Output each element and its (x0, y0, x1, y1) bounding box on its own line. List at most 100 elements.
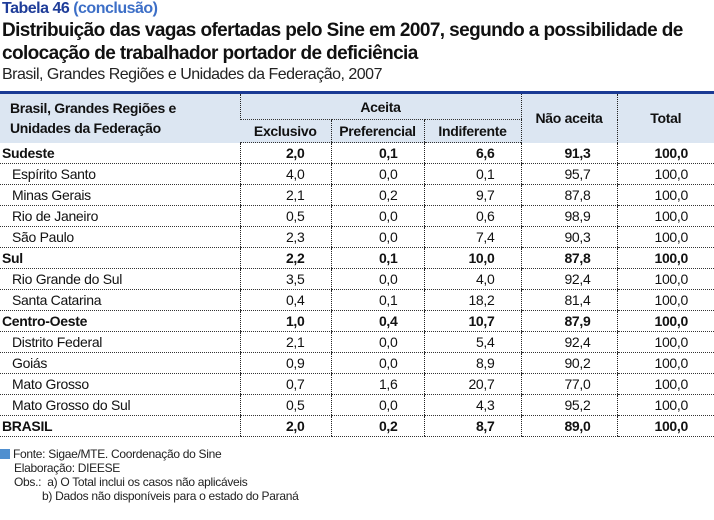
cell-nao-aceita: 90,3 (520, 226, 617, 248)
header-indiferente: Indiferente (423, 119, 521, 143)
cell-exclusivo: 4,0 (239, 163, 331, 185)
cell-preferencial: 0,2 (330, 415, 424, 437)
cell-nao-aceita: 95,2 (520, 394, 617, 416)
row-label: Rio Grande do Sul (0, 268, 240, 290)
row-label: Distrito Federal (0, 331, 240, 353)
header-exclusivo: Exclusivo (240, 119, 331, 143)
cell-nao-aceita: 90,2 (520, 352, 617, 374)
cell-total: 100,0 (616, 184, 714, 206)
cell-indiferente: 5,4 (423, 331, 521, 353)
cell-indiferente: 9,7 (423, 184, 521, 206)
cell-preferencial: 0,0 (330, 226, 424, 248)
table-notes: Fonte: Sigae/MTE. Coordenação do Sine El… (0, 447, 299, 503)
cell-nao-aceita: 81,4 (520, 289, 617, 311)
cell-exclusivo: 0,7 (239, 373, 331, 395)
table-row: Rio Grande do Sul 3,5 0,0 4,0 92,4 100,0 (0, 268, 714, 290)
cell-nao-aceita: 92,4 (520, 331, 617, 353)
cell-nao-aceita: 87,9 (520, 310, 617, 332)
cell-exclusivo: 2,2 (239, 247, 331, 269)
cell-nao-aceita: 98,9 (520, 205, 617, 227)
cell-total: 100,0 (616, 205, 714, 227)
table-row: Centro-Oeste 1,0 0,4 10,7 87,9 100,0 (0, 310, 714, 332)
cell-preferencial: 0,0 (330, 268, 424, 290)
table-row: Mato Grosso 0,7 1,6 20,7 77,0 100,0 (0, 373, 714, 395)
row-label: Centro-Oeste (0, 310, 240, 332)
row-label: Sudeste (0, 142, 240, 164)
header-region: Brasil, Grandes Regiões e Unidades da Fe… (0, 91, 240, 143)
table-subtitle: Brasil, Grandes Regiões e Unidades da Fe… (2, 66, 382, 83)
cell-total: 100,0 (616, 415, 714, 437)
cell-exclusivo: 2,0 (239, 142, 331, 164)
header-aceita: Aceita (239, 91, 521, 120)
cell-indiferente: 10,7 (423, 310, 521, 332)
cell-total: 100,0 (616, 226, 714, 248)
cell-total: 100,0 (616, 373, 714, 395)
header-preferencial: Preferencial (330, 119, 424, 143)
table-status: (conclusão) (73, 0, 158, 17)
row-label: Mato Grosso (0, 373, 240, 395)
cell-exclusivo: 2,1 (239, 331, 331, 353)
table-row: Distrito Federal 2,1 0,0 5,4 92,4 100,0 (0, 331, 714, 353)
cell-indiferente: 10,0 (423, 247, 521, 269)
cell-indiferente: 8,7 (423, 415, 521, 437)
elaboration-note: Elaboração: DIEESE (14, 461, 120, 475)
table-row: Sudeste 2,0 0,1 6,6 91,3 100,0 (0, 142, 714, 164)
cell-nao-aceita: 89,0 (520, 415, 617, 437)
cell-nao-aceita: 77,0 (520, 373, 617, 395)
cell-indiferente: 6,6 (423, 142, 521, 164)
cell-exclusivo: 3,5 (239, 268, 331, 290)
cell-total: 100,0 (616, 394, 714, 416)
source-note: Fonte: Sigae/MTE. Coordenação do Sine (13, 447, 222, 461)
cell-total: 100,0 (616, 142, 714, 164)
cell-exclusivo: 2,3 (239, 226, 331, 248)
table-row: Rio de Janeiro 0,5 0,0 0,6 98,9 100,0 (0, 205, 714, 227)
table-title: Distribuição das vagas ofertadas pelo Si… (2, 20, 683, 64)
cell-preferencial: 0,2 (330, 184, 424, 206)
cell-preferencial: 0,1 (330, 247, 424, 269)
cell-total: 100,0 (616, 163, 714, 185)
header-total: Total (616, 91, 714, 143)
cell-indiferente: 7,4 (423, 226, 521, 248)
cell-preferencial: 0,0 (330, 394, 424, 416)
row-label: Santa Catarina (0, 289, 240, 311)
cell-preferencial: 0,0 (330, 331, 424, 353)
cell-indiferente: 20,7 (423, 373, 521, 395)
table-row: São Paulo 2,3 0,0 7,4 90,3 100,0 (0, 226, 714, 248)
table-row: Mato Grosso do Sul 0,5 0,0 4,3 95,2 100,0 (0, 394, 714, 416)
cell-exclusivo: 0,5 (239, 394, 331, 416)
cell-indiferente: 4,3 (423, 394, 521, 416)
row-label: Mato Grosso do Sul (0, 394, 240, 416)
cell-preferencial: 0,0 (330, 205, 424, 227)
cell-preferencial: 0,0 (330, 352, 424, 374)
cell-exclusivo: 0,9 (239, 352, 331, 374)
cell-preferencial: 1,6 (330, 373, 424, 395)
table-row: Espírito Santo 4,0 0,0 0,1 95,7 100,0 (0, 163, 714, 185)
row-label: Espírito Santo (0, 163, 240, 185)
cell-total: 100,0 (616, 310, 714, 332)
cell-indiferente: 8,9 (423, 352, 521, 374)
table-row: BRASIL 2,0 0,2 8,7 89,0 100,0 (0, 415, 714, 437)
table-number: Tabela 46 (conclusão) (2, 0, 158, 18)
cell-nao-aceita: 87,8 (520, 184, 617, 206)
row-label: BRASIL (0, 415, 240, 437)
cell-exclusivo: 1,0 (239, 310, 331, 332)
cell-indiferente: 0,6 (423, 205, 521, 227)
cell-nao-aceita: 95,7 (520, 163, 617, 185)
obs-note-b: b) Dados não disponíveis para o estado d… (42, 489, 299, 503)
cell-preferencial: 0,1 (330, 142, 424, 164)
table-row: Goiás 0,9 0,0 8,9 90,2 100,0 (0, 352, 714, 374)
cell-preferencial: 0,4 (330, 310, 424, 332)
cell-preferencial: 0,0 (330, 163, 424, 185)
cell-total: 100,0 (616, 331, 714, 353)
cell-total: 100,0 (616, 268, 714, 290)
cell-indiferente: 4,0 (423, 268, 521, 290)
row-label: São Paulo (0, 226, 240, 248)
data-table: Brasil, Grandes Regiões e Unidades da Fe… (0, 91, 714, 437)
cell-exclusivo: 0,4 (239, 289, 331, 311)
obs-note-a: Obs.: a) O Total inclui os casos não apl… (14, 475, 248, 489)
cell-total: 100,0 (616, 247, 714, 269)
table-row: Santa Catarina 0,4 0,1 18,2 81,4 100,0 (0, 289, 714, 311)
cell-exclusivo: 0,5 (239, 205, 331, 227)
cell-indiferente: 18,2 (423, 289, 521, 311)
